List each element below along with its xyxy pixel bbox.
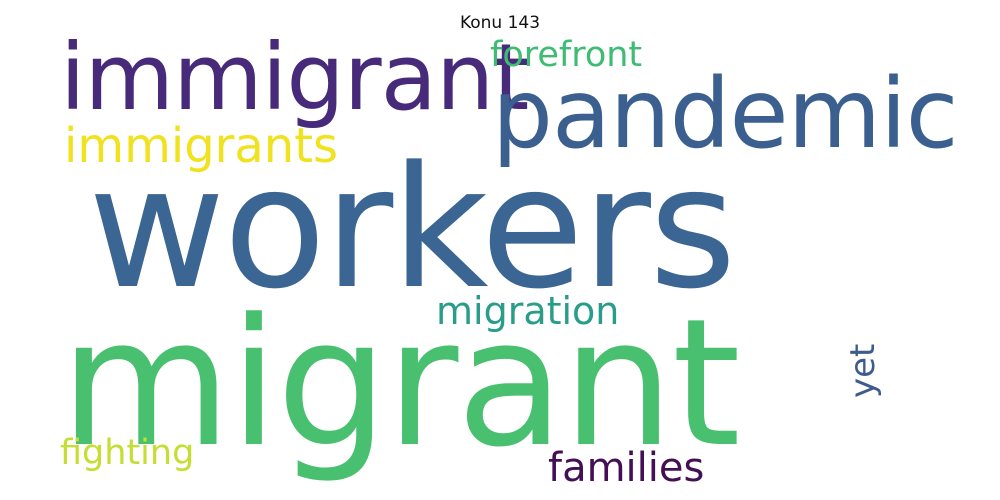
chart-title: Konu 143: [459, 13, 541, 33]
word-pandemic: pandemic: [492, 58, 959, 170]
word-immigrant: immigrant: [60, 24, 529, 131]
word-fighting: fighting: [60, 433, 195, 473]
word-families: families: [548, 445, 705, 491]
word-immigrants: immigrants: [64, 118, 339, 174]
word-migrant: migrant: [60, 281, 741, 486]
word-yet: yet: [843, 343, 883, 398]
word-workers: workers: [88, 130, 737, 326]
word-migration: migration: [436, 289, 620, 333]
word-forefront: forefront: [490, 35, 643, 75]
